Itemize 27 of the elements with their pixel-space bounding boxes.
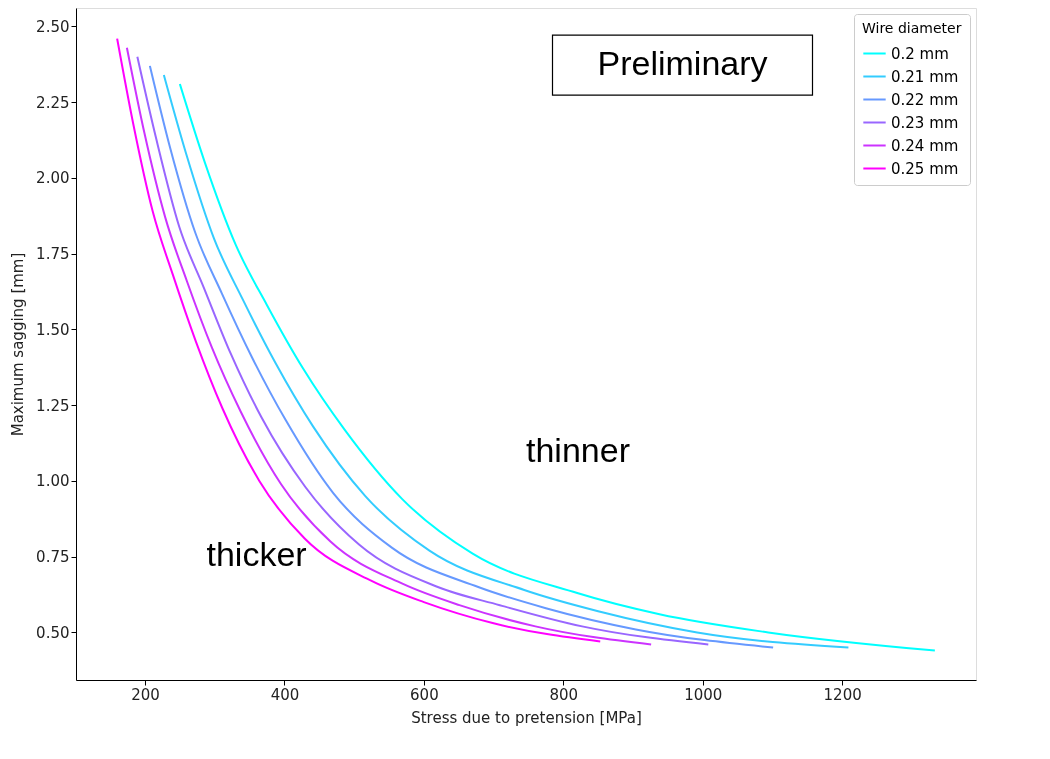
- x-tick-label: 400: [270, 685, 300, 704]
- y-tick-label: 1.75: [36, 245, 70, 264]
- x-tick-label: 600: [410, 685, 439, 704]
- x-tick-label: 1200: [823, 685, 862, 704]
- annotation: thicker: [206, 534, 307, 573]
- x-axis-title: Stress due to pretension [MPa]: [411, 708, 642, 727]
- legend-title: Wire diameter: [862, 20, 962, 36]
- y-tick-label: 1.50: [36, 320, 70, 339]
- y-tick-label: 0.75: [36, 548, 70, 567]
- legend-label: 0.23 mm: [891, 113, 959, 132]
- annotation: Preliminary: [597, 44, 768, 83]
- y-axis-title: Maximum sagging [mm]: [9, 252, 28, 437]
- legend-label: 0.24 mm: [891, 136, 959, 155]
- legend-label: 0.25 mm: [891, 159, 959, 178]
- legend-label: 0.2 mm: [891, 44, 949, 63]
- annotation: thinner: [526, 430, 630, 469]
- y-tick-label: 2.25: [36, 93, 70, 112]
- y-tick-label: 1.25: [36, 396, 70, 415]
- y-tick-label: 0.50: [36, 623, 70, 642]
- x-tick-label: 200: [131, 685, 160, 704]
- y-tick-label: 2.50: [36, 17, 70, 36]
- y-tick-label: 1.00: [36, 472, 70, 491]
- legend-label: 0.21 mm: [891, 67, 959, 86]
- legend-label: 0.22 mm: [891, 90, 959, 109]
- x-tick-label: 1000: [684, 685, 723, 704]
- x-tick-label: 800: [549, 685, 579, 704]
- y-tick-label: 2.00: [36, 169, 70, 188]
